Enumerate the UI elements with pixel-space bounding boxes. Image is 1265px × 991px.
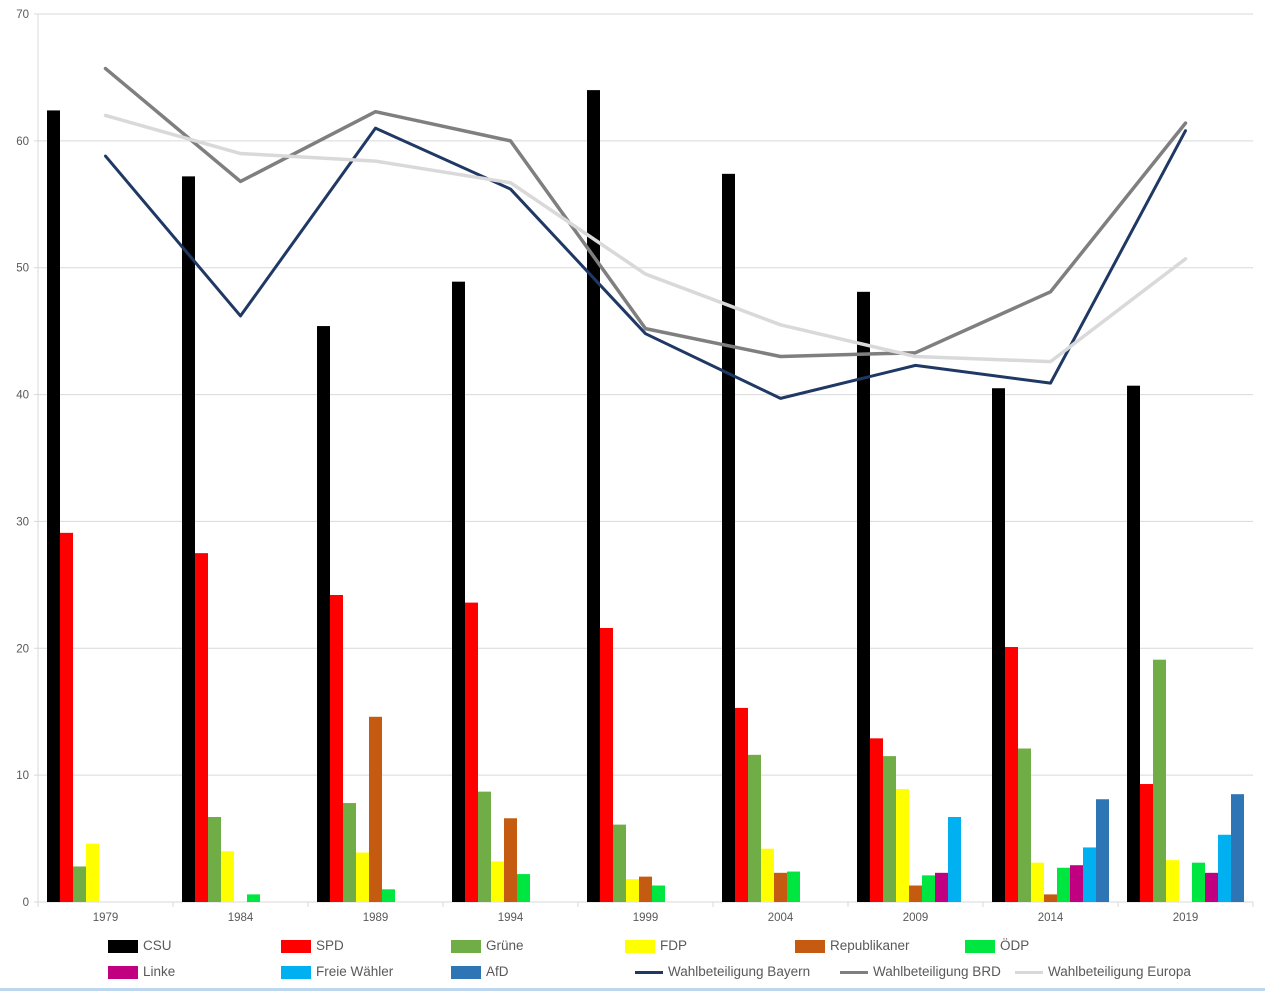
bar-republikaner-2014 [1044,894,1057,902]
bar-grune-1994 [478,791,491,902]
bar-csu-1994 [452,281,465,902]
y-axis-label-10: 10 [16,770,29,782]
bar-spd-2019 [1140,784,1153,902]
y-axis-label-20: 20 [16,643,29,655]
bar-spd-1994 [465,602,478,902]
bar-freie-wahler-2014 [1083,847,1096,902]
bar-freie-wahler-2009 [948,817,961,902]
line-wahlbeteiligung-europa [103,113,1188,364]
x-axis-label-1979: 1979 [93,912,119,924]
bar-spd-1999 [600,627,613,902]
x-axis-label-2009: 2009 [903,912,929,924]
bar-spd-2004 [735,707,748,902]
bar-fdp-2004 [761,848,774,902]
bar-republikaner-1994 [504,818,517,902]
x-axis-label-1984: 1984 [228,912,254,924]
line-wahlbeteiligung-bayern [104,126,1187,400]
bar-republikaner-1989 [369,716,382,902]
bar-odp-1984 [247,894,260,902]
bar-grune-2019 [1153,659,1166,902]
x-axis-label-2004: 2004 [768,912,794,924]
y-axis-label-60: 60 [16,136,29,148]
bar-republikaner-1999 [639,876,652,902]
bar-odp-2004 [787,871,800,902]
bar-fdp-1989 [356,852,369,902]
bar-linke-2019 [1205,872,1218,902]
bar-csu-1989 [317,326,330,902]
bar-spd-2014 [1005,647,1018,902]
x-axis-label-2014: 2014 [1038,912,1064,924]
bar-grune-1984 [208,817,221,902]
y-axis-label-0: 0 [23,897,29,909]
x-axis-label-1989: 1989 [363,912,389,924]
bar-csu-2004 [722,173,735,903]
bar-fdp-1999 [626,879,639,902]
bar-spd-1979 [60,532,73,902]
bar-csu-2014 [992,388,1005,902]
bar-spd-1989 [330,595,343,902]
bar-grune-1999 [613,824,626,902]
bar-odp-1989 [382,889,395,902]
bar-grune-2009 [883,756,896,902]
bar-odp-1994 [517,874,530,902]
bar-fdp-2019 [1166,860,1179,902]
bar-spd-2009 [870,738,883,902]
bar-fdp-1979 [86,843,99,902]
bar-csu-2009 [857,291,870,902]
bar-odp-2019 [1192,862,1205,902]
y-axis-label-70: 70 [16,9,29,21]
y-axis-label-40: 40 [16,390,29,402]
bar-fdp-2009 [896,789,909,902]
bar-grune-1979 [73,866,86,902]
bar-csu-1984 [182,176,195,902]
bar-csu-1999 [587,90,600,903]
bar-grune-2004 [748,754,761,902]
bar-republikaner-2004 [774,872,787,902]
bar-afd-2014 [1096,799,1109,902]
bar-odp-1999 [652,885,665,902]
bar-linke-2009 [935,872,948,902]
bar-freie-wahler-2019 [1218,834,1231,902]
x-axis-label-2019: 2019 [1173,912,1199,924]
line-wahlbeteiligung-brd [103,66,1188,359]
bar-spd-1984 [195,553,208,902]
bar-republikaner-2009 [909,885,922,902]
bar-odp-2009 [922,875,935,902]
bar-afd-2019 [1231,794,1244,902]
x-axis-label-1994: 1994 [498,912,524,924]
bar-fdp-1984 [221,851,234,902]
bar-linke-2014 [1070,865,1083,902]
bar-grune-2014 [1018,748,1031,902]
bar-fdp-1994 [491,861,504,902]
bar-csu-1979 [47,110,60,902]
bar-fdp-2014 [1031,862,1044,902]
bar-csu-2019 [1127,385,1140,903]
y-axis-label-30: 30 [16,516,29,528]
bar-grune-1989 [343,803,356,902]
chart-bottom-border [0,988,1265,991]
bar-odp-2014 [1057,867,1070,902]
y-axis-label-50: 50 [16,263,29,275]
x-axis-label-1999: 1999 [633,912,659,924]
